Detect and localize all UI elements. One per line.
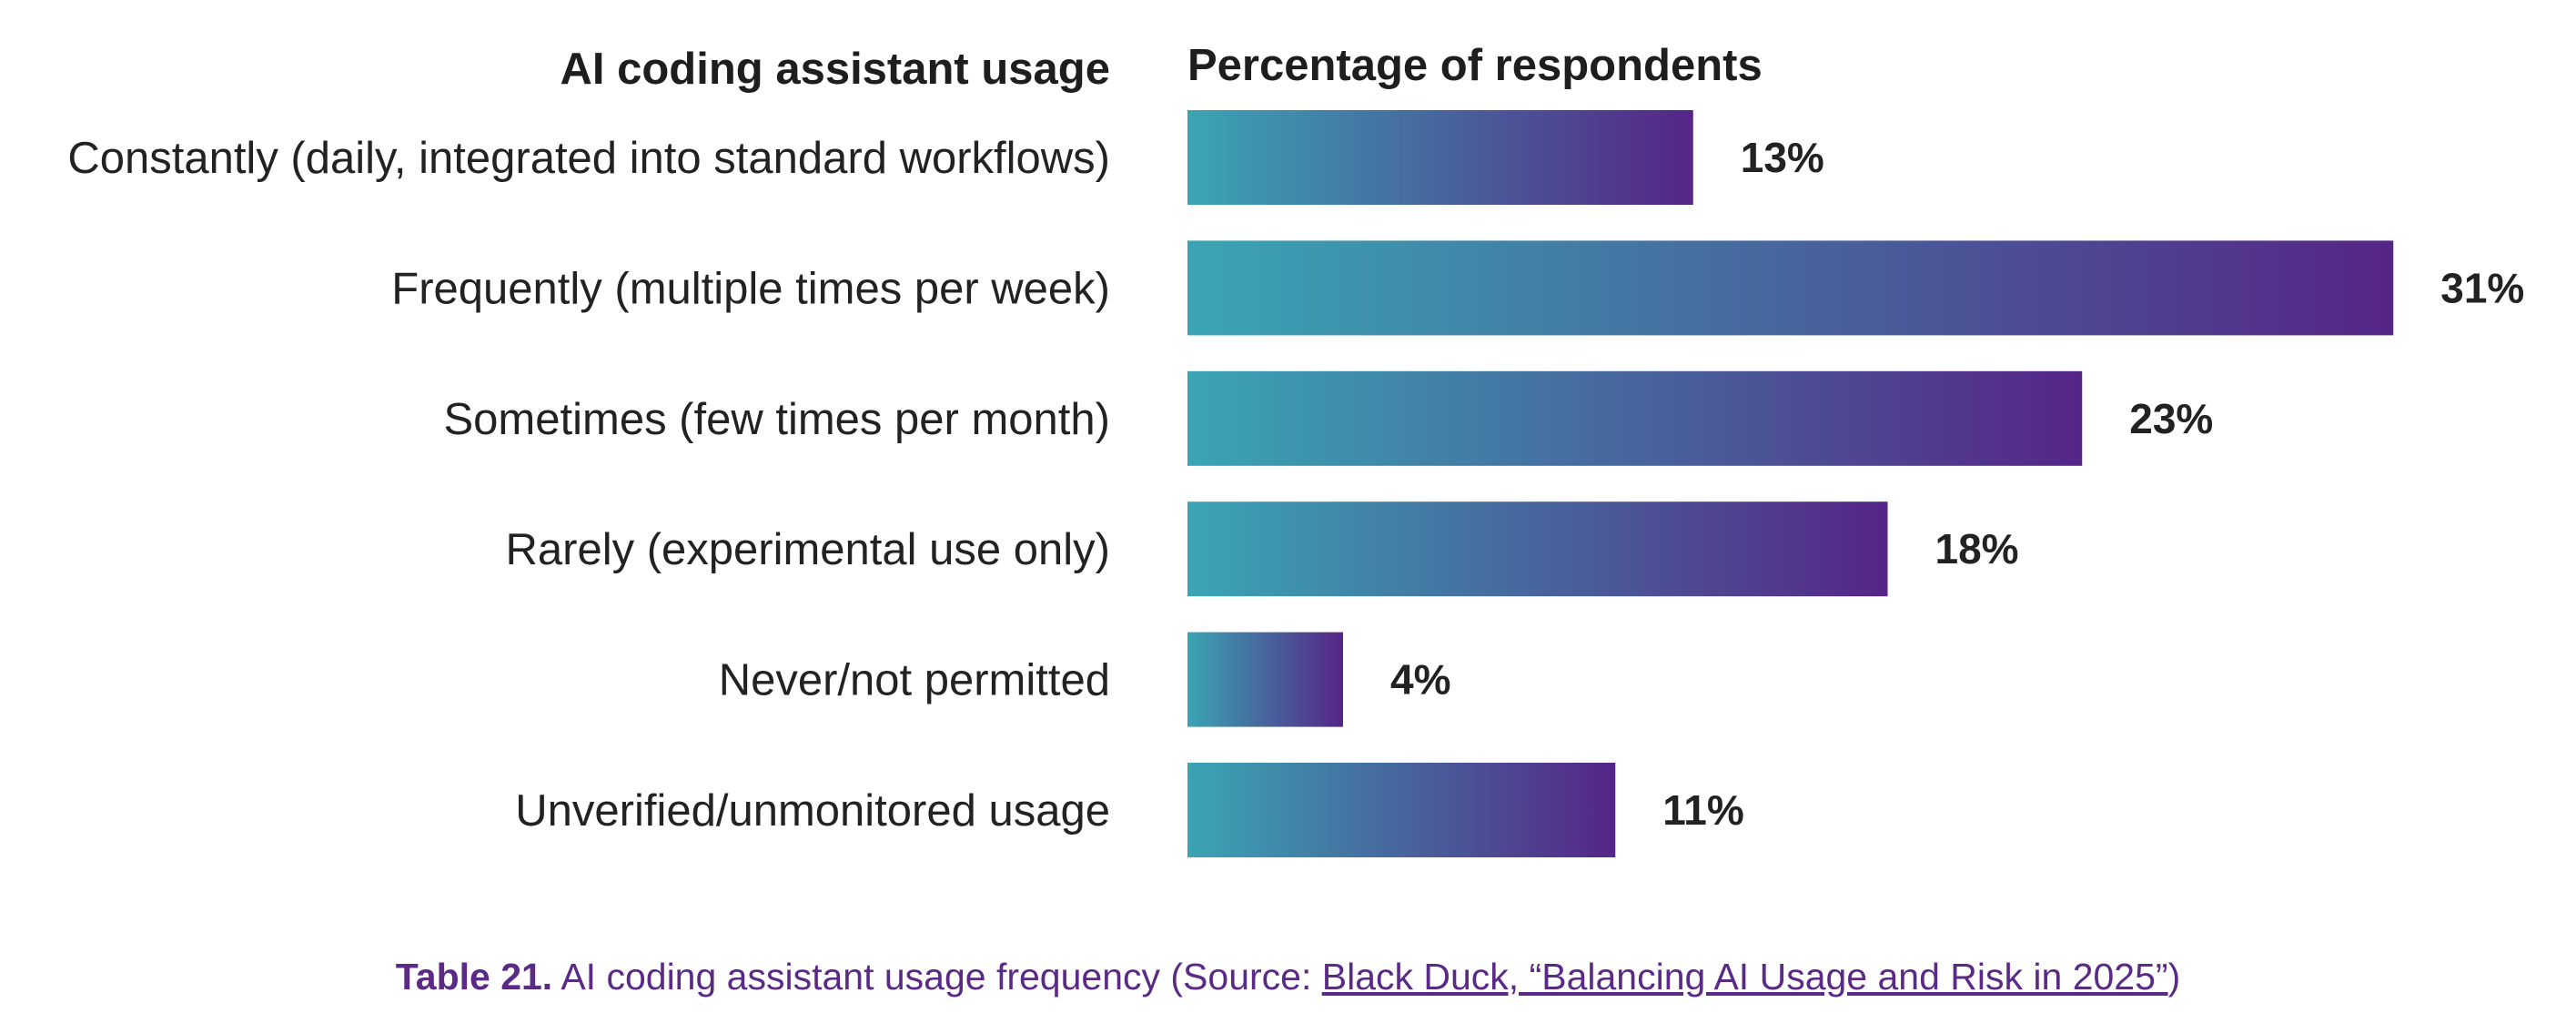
bar <box>1187 240 2394 336</box>
category-axis-header: AI coding assistant usage <box>561 45 1111 94</box>
category-label: Frequently (multiple times per week) <box>391 264 1110 313</box>
bars-group: Constantly (daily, integrated into stand… <box>67 110 2524 857</box>
caption-source-link[interactable]: Black Duck, “Balancing AI Usage and Risk… <box>1321 956 2168 998</box>
data-label: 11% <box>1662 786 1744 834</box>
category-label: Never/not permitted <box>719 656 1110 705</box>
caption-text: AI coding assistant usage frequency (Sou… <box>552 956 1322 998</box>
value-axis-header: Percentage of respondents <box>1187 41 1763 90</box>
bar-chart: AI coding assistant usage Percentage of … <box>67 41 2524 857</box>
data-label: 18% <box>1935 525 2019 572</box>
data-label: 4% <box>1390 656 1450 704</box>
category-label: Constantly (daily, integrated into stand… <box>67 134 1110 183</box>
category-label: Unverified/unmonitored usage <box>515 786 1110 836</box>
caption-number: Table 21. <box>395 956 553 998</box>
category-label: Rarely (experimental use only) <box>506 525 1111 574</box>
bar <box>1187 110 1693 205</box>
data-label: 13% <box>1741 134 1824 181</box>
bar <box>1187 632 1343 727</box>
figure-caption: Table 21. AI coding assistant usage freq… <box>0 956 2576 998</box>
bar <box>1187 763 1616 857</box>
bar <box>1187 370 2083 466</box>
data-label: 31% <box>2440 264 2524 311</box>
category-label: Sometimes (few times per month) <box>444 395 1111 444</box>
bar <box>1187 501 1888 597</box>
caption-suffix: ) <box>2167 956 2181 998</box>
data-label: 23% <box>2129 395 2213 442</box>
